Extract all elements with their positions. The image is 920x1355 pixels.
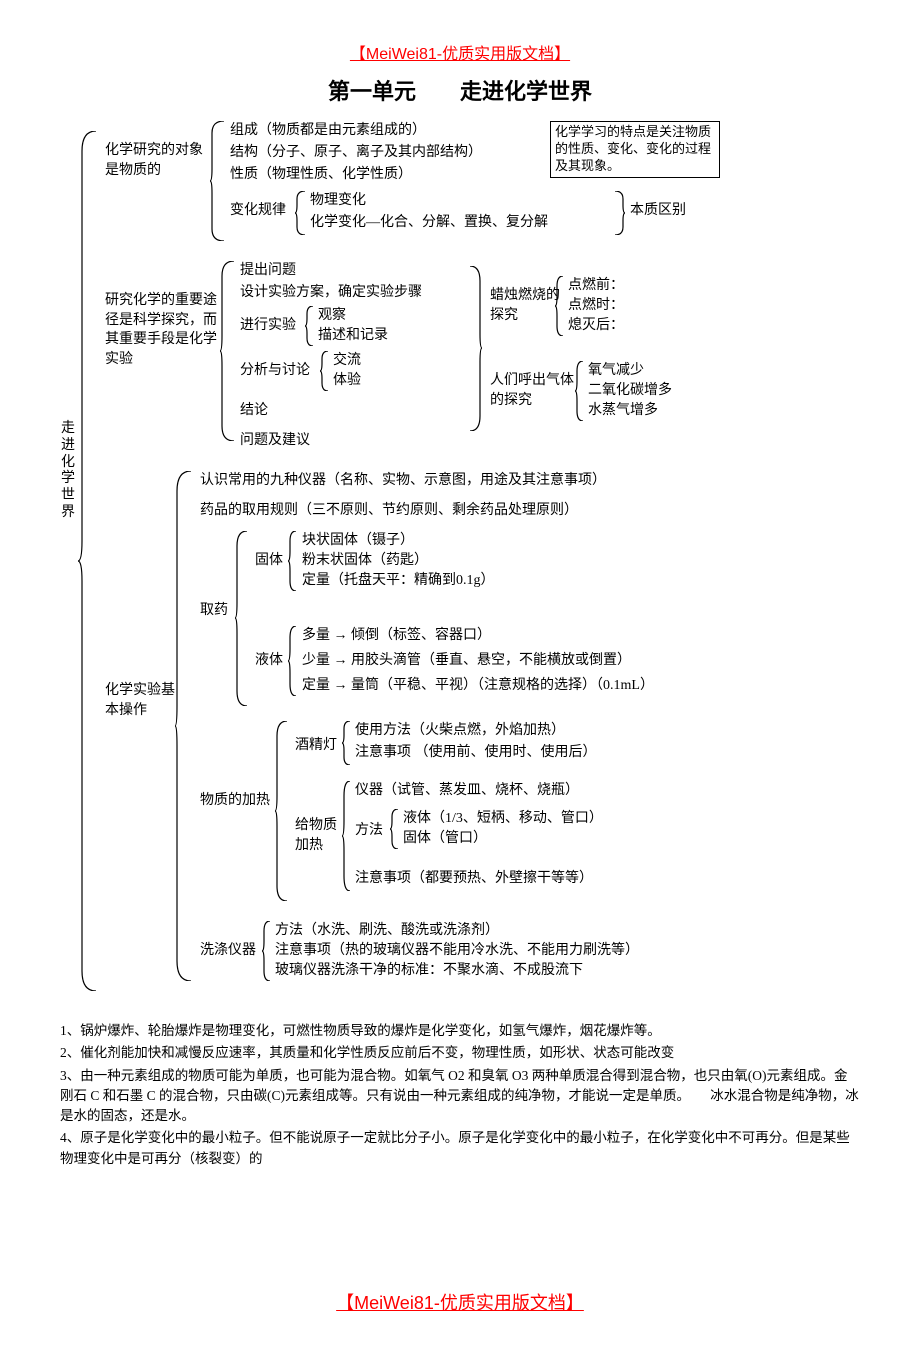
s1-l1: 组成（物质都是由元素组成的）	[230, 121, 426, 141]
s2-title: 研究化学的重要途径是科学探究，而其重要手段是化学实验	[105, 291, 220, 369]
s2-r2c: 水蒸气增多	[588, 401, 658, 421]
jjd-b: 注意事项 （使用前、使用时、使用后）	[355, 743, 597, 763]
yeti-c: 定量 → 量筒（平稳、平视）（注意规格的选择）（0.1mL）	[302, 676, 654, 696]
s3-l2: 药品的取用规则（三不原则、节约原则、剩余药品处理原则）	[200, 501, 578, 521]
jiare: 物质的加热	[200, 791, 270, 811]
s2-r2: 人们呼出气体的探究	[490, 371, 575, 410]
guti-b: 粉末状固体（药匙）	[302, 551, 428, 571]
s1-title: 化学研究的对象是物质的	[105, 141, 215, 180]
yeti: 液体	[255, 651, 283, 671]
note-1: 1、锅炉爆炸、轮胎爆炸是物理变化，可燃性物质导致的爆炸是化学变化，如氢气爆炸，烟…	[60, 1021, 860, 1041]
s2-l4a: 交流	[333, 351, 361, 371]
s1-l2: 结构（分子、原子、离子及其内部结构）	[230, 143, 482, 163]
quyao: 取药	[200, 601, 228, 621]
gwz-c: 注意事项（都要预热、外壁擦干等等）	[355, 869, 593, 889]
s2-r2a: 氧气减少	[588, 361, 644, 381]
xidi-a: 方法（水洗、刷洗、酸洗或洗涤剂）	[275, 921, 499, 941]
gwz: 给物质加热	[295, 816, 340, 855]
s2-l1: 提出问题	[240, 261, 296, 281]
note-4: 4、原子是化学变化中的最小粒子。但不能说原子一定就比分子小。原子是化学变化中的最…	[60, 1128, 860, 1169]
note-box: 化学学习的特点是关注物质的性质、变化、变化的过程及其现象。	[550, 121, 720, 178]
s2-r1: 蜡烛燃烧的探究	[490, 286, 560, 325]
diagram: 走进化学世界 化学研究的对象是物质的 组成（物质都是由元素组成的） 结构（分子、…	[60, 121, 860, 1001]
s2-r1c: 熄灭后：	[568, 316, 624, 336]
s1-l3: 性质（物理性质、化学性质）	[230, 165, 412, 185]
s3-title: 化学实验基本操作	[105, 681, 175, 720]
s1-l4tail: 本质区别	[630, 201, 686, 221]
root-label: 走进化学世界	[60, 421, 76, 522]
notes-block: 1、锅炉爆炸、轮胎爆炸是物理变化，可燃性物质导致的爆炸是化学变化，如氢气爆炸，烟…	[60, 1021, 860, 1169]
s2-l3b: 描述和记录	[318, 326, 388, 346]
chapter-title: 第一单元 走进化学世界	[60, 74, 860, 106]
guti-c: 定量（托盘天平：精确到0.1g）	[302, 571, 495, 591]
s2-r1b: 点燃时：	[568, 296, 624, 316]
s2-l3a: 观察	[318, 306, 346, 326]
s2-l2: 设计实验方案，确定实验步骤	[240, 283, 422, 303]
s2-l4: 分析与讨论	[240, 361, 310, 381]
gwz-b1: 液体（1/3、短柄、移动、管口）	[403, 809, 603, 829]
gwz-b: 方法	[355, 821, 383, 841]
xidi-c: 玻璃仪器洗涤干净的标准：不聚水滴、不成股流下	[275, 961, 583, 981]
yeti-b: 少量 → 用胶头滴管（垂直、悬空，不能横放或倒置）	[302, 651, 631, 671]
guti: 固体	[255, 551, 283, 571]
guti-a: 块状固体（镊子）	[302, 531, 414, 551]
s1-l4b: 化学变化—化合、分解、置换、复分解	[310, 213, 548, 233]
note-3: 3、由一种元素组成的物质可能为单质，也可能为混合物。如氧气 O2 和臭氧 O3 …	[60, 1066, 860, 1127]
s2-r2b: 二氧化碳增多	[588, 381, 672, 401]
jjd-a: 使用方法（火柴点燃，外焰加热）	[355, 721, 565, 741]
note-2: 2、催化剂能加快和减慢反应速率，其质量和化学性质反应前后不变，物理性质，如形状、…	[60, 1043, 860, 1063]
s2-l4b: 体验	[333, 371, 361, 391]
s2-r1a: 点燃前：	[568, 276, 624, 296]
jjd: 酒精灯	[295, 736, 337, 756]
s1-l4a: 物理变化	[310, 191, 366, 211]
xidi-b: 注意事项（热的玻璃仪器不能用冷水洗、不能用力刷洗等）	[275, 941, 639, 961]
s2-l3: 进行实验	[240, 316, 296, 336]
s1-l4: 变化规律	[230, 201, 286, 221]
s3-l1: 认识常用的九种仪器（名称、实物、示意图，用途及其注意事项）	[200, 471, 606, 491]
xidi: 洗涤仪器	[200, 941, 256, 961]
s2-l5: 结论	[240, 401, 268, 421]
header-brand: 【MeiWei81-优质实用版文档】	[60, 40, 860, 64]
s2-l6: 问题及建议	[240, 431, 310, 451]
gwz-b2: 固体（管口）	[403, 829, 487, 849]
yeti-a: 多量 → 倾倒（标签、容器口）	[302, 626, 491, 646]
gwz-a: 仪器（试管、蒸发皿、烧杯、烧瓶）	[355, 781, 579, 801]
